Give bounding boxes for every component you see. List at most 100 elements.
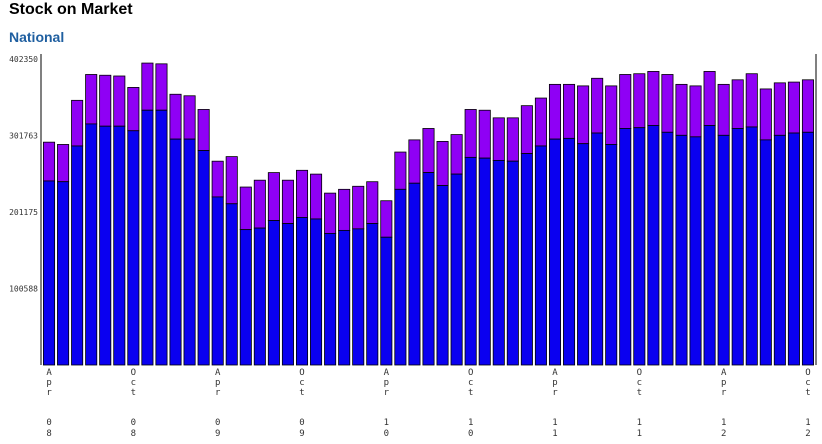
bar-upper-segment [787,81,800,134]
bar-lower-segment [253,227,266,366]
bar-upper-segment [225,156,238,205]
bar-lower-segment [563,137,576,366]
bar-lower-segment [478,157,491,366]
bar-upper-segment [591,77,604,134]
bar-lower-segment [141,109,154,366]
bar-upper-segment [745,73,758,128]
bar-lower-segment [183,138,196,366]
svg-text:p: p [552,378,557,388]
bar-lower-segment [197,150,210,366]
bar-upper-segment [85,74,98,125]
bar-lower-segment [619,128,632,366]
bar-upper-segment [113,75,126,127]
bar-lower-segment [155,109,168,366]
bar-upper-segment [380,200,393,238]
bar-upper-segment [267,172,280,221]
bar-lower-segment [759,139,772,366]
bar-lower-segment [801,131,814,366]
bar-lower-segment [731,128,744,366]
bar-upper-segment [534,97,547,147]
bar-upper-segment [71,99,84,147]
bar-upper-segment [408,139,421,184]
bar-upper-segment [366,181,379,224]
bar-upper-segment [801,79,814,133]
svg-text:0: 0 [468,429,473,439]
svg-text:A: A [552,368,558,378]
bar-lower-segment [492,160,505,366]
svg-text:2: 2 [721,429,726,439]
bar-lower-segment [324,233,337,366]
bar-lower-segment [295,217,309,366]
bar-upper-segment [633,73,646,129]
bar-lower-segment [661,131,674,366]
bar-upper-segment [773,82,786,136]
svg-text:t: t [468,388,473,398]
bar-upper-segment [478,109,491,159]
bar-lower-segment [127,130,140,366]
bar-upper-segment [759,88,772,141]
bar-lower-segment [366,223,379,366]
x-tick-label: Oct 12 [805,368,810,439]
axes-layer [40,54,817,365]
svg-text:c: c [299,378,304,388]
svg-text:1: 1 [637,418,642,428]
bars-layer [43,62,814,366]
x-tick-label: Oct 11 [637,368,642,439]
bar-upper-segment [647,71,660,126]
svg-text:0: 0 [131,418,136,428]
bar-upper-segment [464,109,477,158]
bar-upper-segment [338,188,351,231]
bar-upper-segment [99,74,112,127]
bar-lower-segment [422,172,435,366]
bar-upper-segment [506,117,519,162]
bar-upper-segment [127,87,140,132]
bar-upper-segment [211,160,224,198]
bar-upper-segment [155,63,168,111]
svg-text:p: p [721,378,726,388]
x-tick-label: Oct 10 [468,368,473,439]
chart-title: Stock on Market [9,1,133,18]
svg-text:c: c [805,378,810,388]
svg-text:O: O [468,368,473,378]
svg-text:0: 0 [46,418,51,428]
svg-text:r: r [384,388,390,398]
svg-text:1: 1 [552,418,557,428]
bar-lower-segment [591,132,604,366]
bar-lower-segment [548,138,562,366]
bar-upper-segment [548,83,562,140]
x-tick-labels: Apr08Oct08Apr09Oct09Apr10Oct10Apr11Oct11… [46,368,810,439]
svg-text:p: p [215,378,220,388]
svg-text:9: 9 [299,429,304,439]
bar-lower-segment [506,160,519,366]
bar-lower-segment [57,181,70,366]
svg-text:c: c [131,378,136,388]
chart-subtitle: National [9,29,65,45]
bar-lower-segment [99,125,112,366]
bar-lower-segment [647,125,660,366]
svg-text:1: 1 [552,429,557,439]
y-tick-labels: 100588 201175 301763 402350 [9,55,38,294]
x-tick-label: Apr 08 [46,368,52,439]
bar-upper-segment [703,71,716,126]
bar-upper-segment [43,141,56,182]
bar-lower-segment [717,134,730,366]
bar-lower-segment [352,228,365,366]
bar-upper-segment [563,83,576,139]
bar-upper-segment [717,83,730,136]
bar-lower-segment [267,220,280,366]
svg-text:A: A [384,368,390,378]
bar-upper-segment [169,93,182,140]
svg-text:0: 0 [384,429,389,439]
bar-lower-segment [675,134,688,366]
x-tick-label: Apr 09 [215,368,221,439]
bar-upper-segment [324,192,337,234]
svg-text:1: 1 [805,418,810,428]
bar-lower-segment [745,126,758,366]
svg-text:8: 8 [46,429,51,439]
y-tick-label: 100588 [9,285,38,294]
svg-text:0: 0 [215,418,220,428]
bar-lower-segment [689,136,702,366]
bar-lower-segment [464,156,477,366]
bar-upper-segment [141,62,154,111]
svg-text:O: O [805,368,810,378]
